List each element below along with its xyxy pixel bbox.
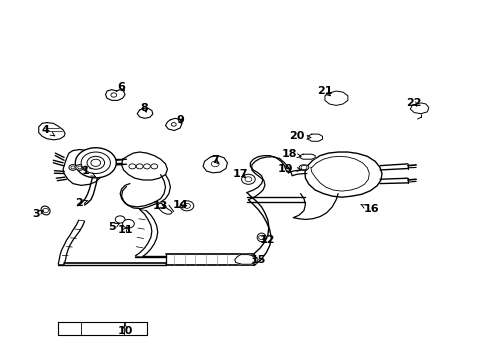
Polygon shape [39,123,65,140]
Text: 18: 18 [281,149,301,159]
Circle shape [122,220,134,228]
Polygon shape [122,152,167,180]
Circle shape [241,174,255,184]
Ellipse shape [257,233,265,242]
Circle shape [83,166,87,169]
Polygon shape [203,156,227,173]
Text: 12: 12 [260,235,275,245]
Ellipse shape [41,206,50,215]
Polygon shape [305,152,381,197]
Text: 3: 3 [32,209,43,219]
Text: 8: 8 [141,103,148,113]
Circle shape [87,165,95,170]
Text: 22: 22 [406,98,421,108]
Circle shape [69,165,77,170]
Text: 1: 1 [82,166,95,176]
Polygon shape [300,154,315,159]
Text: 16: 16 [360,204,378,215]
Text: 20: 20 [289,131,310,141]
Text: 13: 13 [153,201,168,211]
Circle shape [87,156,104,169]
Circle shape [171,123,176,126]
Circle shape [91,159,101,166]
Polygon shape [158,203,172,214]
Circle shape [71,166,75,169]
Circle shape [301,165,306,170]
Circle shape [180,201,193,211]
Polygon shape [165,118,182,131]
Circle shape [136,164,143,169]
Text: 15: 15 [250,255,265,265]
Polygon shape [307,134,322,141]
Text: 17: 17 [232,168,248,179]
Circle shape [75,148,116,178]
Ellipse shape [299,165,308,170]
Circle shape [258,235,264,239]
Polygon shape [137,108,153,118]
Text: 19: 19 [278,163,301,174]
Polygon shape [234,255,258,264]
Text: 14: 14 [172,200,187,210]
Circle shape [115,216,125,223]
Text: 6: 6 [118,82,125,92]
Circle shape [81,152,110,174]
Text: 11: 11 [117,225,133,235]
Polygon shape [409,103,428,114]
Circle shape [183,203,190,208]
Text: 2: 2 [75,198,88,208]
Text: 10: 10 [117,324,132,336]
Text: 5: 5 [108,222,119,232]
Polygon shape [325,91,347,105]
Circle shape [244,177,251,182]
Circle shape [42,208,48,213]
Circle shape [129,164,136,169]
Text: 9: 9 [176,115,183,125]
Polygon shape [105,90,125,100]
Circle shape [89,166,93,169]
Circle shape [151,164,158,169]
Circle shape [143,164,150,169]
Circle shape [211,161,219,167]
Text: 7: 7 [211,155,219,165]
Circle shape [81,165,89,170]
Circle shape [111,93,117,97]
Text: 4: 4 [41,125,55,136]
Circle shape [78,166,81,169]
Polygon shape [63,149,102,185]
Text: 21: 21 [317,86,332,96]
Circle shape [76,165,83,170]
